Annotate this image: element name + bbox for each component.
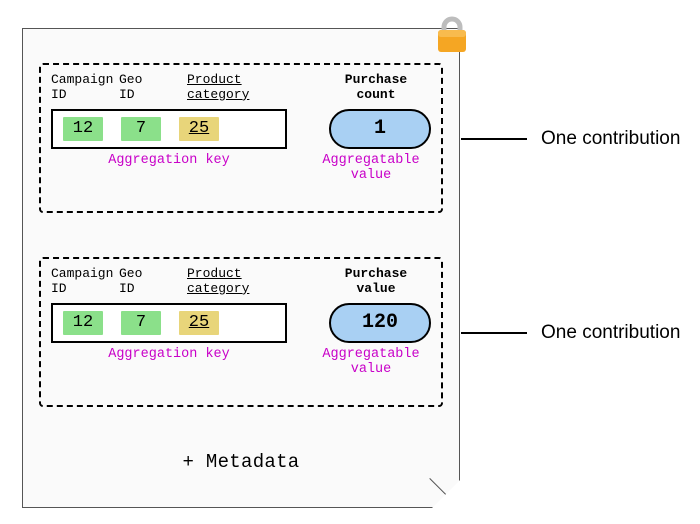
header-metric: Purchasecount [321, 73, 431, 103]
header-campaign-id: CampaignID [51, 73, 119, 103]
aggregation-key-box: 12 7 25 [51, 109, 287, 149]
report-document: CampaignID GeoID Productcategory Purchas… [22, 28, 460, 508]
callout-contribution: One contribution [461, 322, 680, 344]
contribution-block: CampaignID GeoID Productcategory Purchas… [39, 257, 443, 407]
aggregatable-value-pill: 120 [329, 303, 431, 343]
callout-text: One contribution [541, 322, 680, 344]
column-headers: CampaignID GeoID Productcategory Purchas… [51, 73, 431, 103]
metadata-label: + Metadata [39, 451, 443, 473]
aggregatable-value-pill: 1 [329, 109, 431, 149]
header-product-category: Productcategory [187, 267, 255, 297]
aggregatable-value: 120 [362, 311, 398, 334]
callout-contribution: One contribution [461, 128, 680, 150]
label-aggregation-key: Aggregation key [51, 347, 287, 378]
header-geo-id: GeoID [119, 73, 187, 103]
header-metric: Purchasevalue [321, 267, 431, 297]
key-chip-product: 25 [179, 117, 219, 141]
label-aggregatable-value: Aggregatablevalue [311, 347, 431, 378]
callout-line [461, 138, 527, 140]
key-chip-product: 25 [179, 311, 219, 335]
key-chip-campaign: 12 [63, 311, 103, 335]
aggregation-key-box: 12 7 25 [51, 303, 287, 343]
column-headers: CampaignID GeoID Productcategory Purchas… [51, 267, 431, 297]
label-aggregation-key: Aggregation key [51, 153, 287, 184]
contribution-block: CampaignID GeoID Productcategory Purchas… [39, 63, 443, 213]
callout-line [461, 332, 527, 334]
aggregatable-value: 1 [374, 117, 386, 140]
key-chip-campaign: 12 [63, 117, 103, 141]
header-product-category: Productcategory [187, 73, 255, 103]
callout-text: One contribution [541, 128, 680, 150]
key-chip-geo: 7 [121, 117, 161, 141]
lock-icon [430, 12, 474, 56]
label-aggregatable-value: Aggregatablevalue [311, 153, 431, 184]
header-campaign-id: CampaignID [51, 267, 119, 297]
key-chip-geo: 7 [121, 311, 161, 335]
header-geo-id: GeoID [119, 267, 187, 297]
